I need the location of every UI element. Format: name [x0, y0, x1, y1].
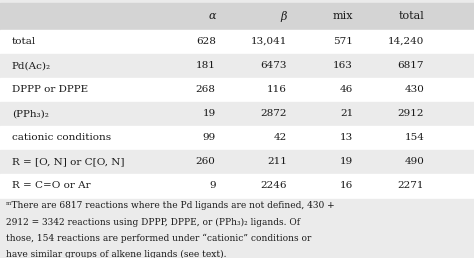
Text: 16: 16 — [340, 181, 353, 190]
Text: R = C=O or Ar: R = C=O or Ar — [12, 181, 91, 190]
Text: 6817: 6817 — [398, 61, 424, 70]
Bar — [0, 54, 474, 78]
Text: 2912: 2912 — [398, 109, 424, 118]
Text: 2271: 2271 — [398, 181, 424, 190]
Bar — [0, 199, 474, 258]
Text: 268: 268 — [196, 85, 216, 94]
Text: have similar groups of alkene ligands (see text).: have similar groups of alkene ligands (s… — [6, 249, 226, 258]
Text: 163: 163 — [333, 61, 353, 70]
Text: 19: 19 — [202, 109, 216, 118]
Bar — [0, 126, 474, 150]
Text: 211: 211 — [267, 157, 287, 166]
Text: ᵐThere are 6817 reactions where the Pd ligands are not defined, 430 +: ᵐThere are 6817 reactions where the Pd l… — [6, 201, 334, 211]
Bar — [0, 174, 474, 198]
Text: Pd(Ac)₂: Pd(Ac)₂ — [12, 61, 51, 70]
Text: total: total — [12, 37, 36, 46]
Text: 6473: 6473 — [260, 61, 287, 70]
Text: 571: 571 — [333, 37, 353, 46]
Text: 13: 13 — [340, 133, 353, 142]
Text: 42: 42 — [273, 133, 287, 142]
Text: 116: 116 — [267, 85, 287, 94]
Bar — [0, 30, 474, 54]
Text: 2872: 2872 — [260, 109, 287, 118]
Text: 13,041: 13,041 — [250, 37, 287, 46]
Text: 9: 9 — [209, 181, 216, 190]
Text: 181: 181 — [196, 61, 216, 70]
Text: total: total — [399, 11, 424, 21]
Text: mix: mix — [333, 11, 353, 21]
Text: 490: 490 — [404, 157, 424, 166]
Text: cationic conditions: cationic conditions — [12, 133, 111, 142]
Text: 46: 46 — [340, 85, 353, 94]
Text: 21: 21 — [340, 109, 353, 118]
Text: β: β — [281, 11, 287, 22]
Text: 2246: 2246 — [260, 181, 287, 190]
Bar — [0, 150, 474, 174]
Text: 430: 430 — [404, 85, 424, 94]
Text: 628: 628 — [196, 37, 216, 46]
Text: those, 154 reactions are performed under “cationic” conditions or: those, 154 reactions are performed under… — [6, 233, 311, 243]
Text: 99: 99 — [202, 133, 216, 142]
Text: 260: 260 — [196, 157, 216, 166]
Text: (PPh₃)₂: (PPh₃)₂ — [12, 109, 49, 118]
Text: α: α — [208, 11, 216, 21]
Bar — [0, 78, 474, 102]
Bar — [0, 102, 474, 126]
Text: 154: 154 — [404, 133, 424, 142]
Text: DPPP or DPPE: DPPP or DPPE — [12, 85, 88, 94]
Text: 14,240: 14,240 — [388, 37, 424, 46]
Text: 19: 19 — [340, 157, 353, 166]
Text: 2912 = 3342 reactions using DPPP, DPPE, or (PPh₃)₂ ligands. Of: 2912 = 3342 reactions using DPPP, DPPE, … — [6, 217, 300, 227]
Text: R = [O, N] or C[O, N]: R = [O, N] or C[O, N] — [12, 157, 124, 166]
Bar — [0, 3, 474, 30]
